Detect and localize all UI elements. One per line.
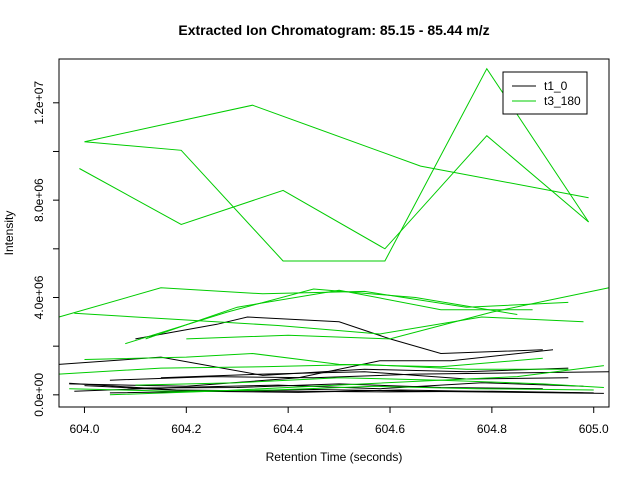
chart-title: Extracted Ion Chromatogram: 85.15 - 85.4…	[178, 22, 489, 38]
series-1-line-4	[74, 312, 584, 335]
legend: t1_0 t3_180	[502, 71, 588, 115]
y-tick-label-3: 1.2e+07	[32, 81, 46, 125]
x-tick-label-4: 604.8	[477, 422, 507, 436]
x-tick-label-5: 605.0	[579, 422, 609, 436]
series-0-line-4	[69, 349, 554, 387]
series-0-line-9	[109, 371, 610, 381]
legend-label-t3-180: t3_180	[544, 94, 581, 108]
y-axis-label: Intensity	[2, 211, 16, 256]
series-1-line-6	[145, 289, 533, 340]
series-1-line-5	[125, 288, 518, 345]
series-0-line-7	[135, 383, 543, 390]
series-1-line-1	[79, 135, 589, 250]
y-tick-label-0: 0.0e+00	[32, 373, 46, 417]
y-tick-label-1: 4.0e+06	[32, 275, 46, 319]
series-1-line-12	[69, 385, 594, 392]
series-1-line-11	[135, 377, 604, 388]
series-0-line-6	[160, 371, 569, 380]
plot-frame	[58, 58, 610, 408]
legend-label-t1-0: t1_0	[544, 79, 568, 93]
series-1-line-9	[58, 363, 569, 375]
legend-box	[502, 71, 588, 115]
series-1-line-10	[109, 365, 604, 396]
series-0-line-8	[74, 382, 584, 392]
series-1-line-8	[84, 352, 543, 368]
y-axis: 0.0e+00 4.0e+06 8.0e+06 1.2e+07	[32, 81, 59, 417]
x-tick-label-1: 604.2	[171, 422, 201, 436]
series-1-line-3	[58, 287, 569, 318]
series-0-line-5	[84, 385, 584, 394]
x-tick-label-2: 604.4	[273, 422, 303, 436]
plot-lines	[58, 67, 610, 396]
x-axis-label: Retention Time (seconds)	[266, 450, 403, 464]
y-tick-label-2: 8.0e+06	[32, 178, 46, 222]
x-tick-label-0: 604.0	[69, 422, 99, 436]
x-tick-label-3: 604.6	[375, 422, 405, 436]
series-1-line-2	[84, 104, 589, 199]
series-0-line-2	[135, 316, 543, 355]
series-1-line-7	[186, 287, 610, 340]
x-axis: 604.0 604.2 604.4 604.6 604.8 605.0	[69, 407, 609, 436]
